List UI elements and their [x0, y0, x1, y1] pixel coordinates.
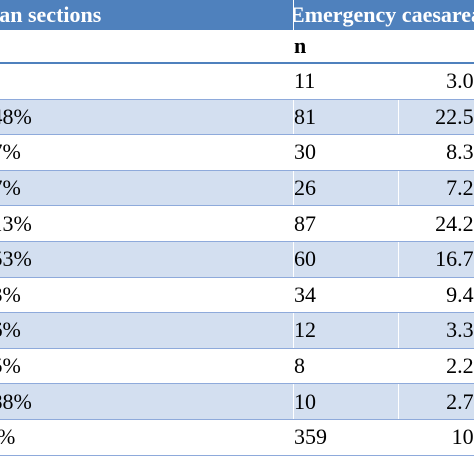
- table-row: 1.67% 26 7.24%: [0, 170, 474, 207]
- table-row: 14.48% 81 22.57%: [0, 99, 474, 136]
- table-header-row: Elective caesarean sections Emergency ca…: [0, 0, 474, 30]
- table-row: 5.85% 8 2.23%: [0, 348, 474, 385]
- cell-pct-elective: 1.67%: [0, 134, 295, 171]
- cell-pct-emergency: 8.36%: [398, 134, 474, 171]
- cell-pct-emergency-total: 100%: [398, 419, 474, 456]
- table-row: 3.06% 12 3.35%: [0, 312, 474, 349]
- table-row: 4.73% 34 9.47%: [0, 277, 474, 314]
- table-row: 23.13% 87 24.23%: [0, 205, 474, 242]
- cell-pct-emergency: 3.35%: [398, 312, 474, 349]
- cell-pct-elective: 0%: [0, 63, 295, 100]
- subheader-n: n: [293, 30, 399, 64]
- cell-n-emergency: 30: [293, 134, 399, 171]
- cell-pct-emergency: 7.24%: [398, 170, 474, 207]
- cell-pct-elective: 14.48%: [0, 99, 295, 136]
- cell-n-emergency: 34: [293, 277, 399, 314]
- cell-pct-elective: 23.13%: [0, 205, 295, 242]
- cell-pct-emergency: 22.57%: [398, 99, 474, 136]
- caesarean-table: Elective caesarean sections Emergency ca…: [0, 0, 474, 456]
- cell-n-emergency: 11: [293, 63, 399, 100]
- cell-pct-elective: 5.85%: [0, 348, 295, 385]
- table-row-total: 100% 359 100%: [0, 419, 474, 456]
- header-elective: Elective caesarean sections: [0, 0, 295, 30]
- table-row: 0% 11 3.06%: [0, 63, 474, 100]
- header-emergency: Emergency caesarean sections: [293, 0, 474, 30]
- cell-n-emergency: 60: [293, 241, 399, 278]
- header-elective-label: Elective caesarean sections: [0, 2, 102, 27]
- cell-pct-elective: 3.06%: [0, 312, 295, 349]
- cell-n-emergency: 87: [293, 205, 399, 242]
- cell-pct-emergency: 9.47%: [398, 277, 474, 314]
- cell-n-emergency: 26: [293, 170, 399, 207]
- table-row: 1.67% 30 8.36%: [0, 134, 474, 171]
- cell-pct-elective: 1.67%: [0, 170, 295, 207]
- cell-pct-elective: 29.53%: [0, 241, 295, 278]
- cell-n-emergency: 10: [293, 383, 399, 420]
- cell-pct-emergency: 24.23%: [398, 205, 474, 242]
- header-emergency-label: Emergency caesarean sections: [293, 2, 474, 27]
- cell-pct-emergency: 2.23%: [398, 348, 474, 385]
- subheader-pct-emergency: %: [398, 30, 474, 64]
- table-row: 15.88% 10 2.78%: [0, 383, 474, 420]
- cell-n-emergency-total: 359: [293, 419, 399, 456]
- cell-pct-elective-total: 100%: [0, 419, 295, 456]
- table-subheader-row: % n %: [0, 30, 474, 64]
- cell-pct-emergency: 16.71%: [398, 241, 474, 278]
- cell-pct-emergency: 3.06%: [398, 63, 474, 100]
- cell-pct-elective: 4.73%: [0, 277, 295, 314]
- cell-n-emergency: 81: [293, 99, 399, 136]
- cell-n-emergency: 8: [293, 348, 399, 385]
- cell-n-emergency: 12: [293, 312, 399, 349]
- cell-pct-elective: 15.88%: [0, 383, 295, 420]
- cell-pct-emergency: 2.78%: [398, 383, 474, 420]
- subheader-pct-elective: %: [0, 30, 295, 64]
- table-row: 29.53% 60 16.71%: [0, 241, 474, 278]
